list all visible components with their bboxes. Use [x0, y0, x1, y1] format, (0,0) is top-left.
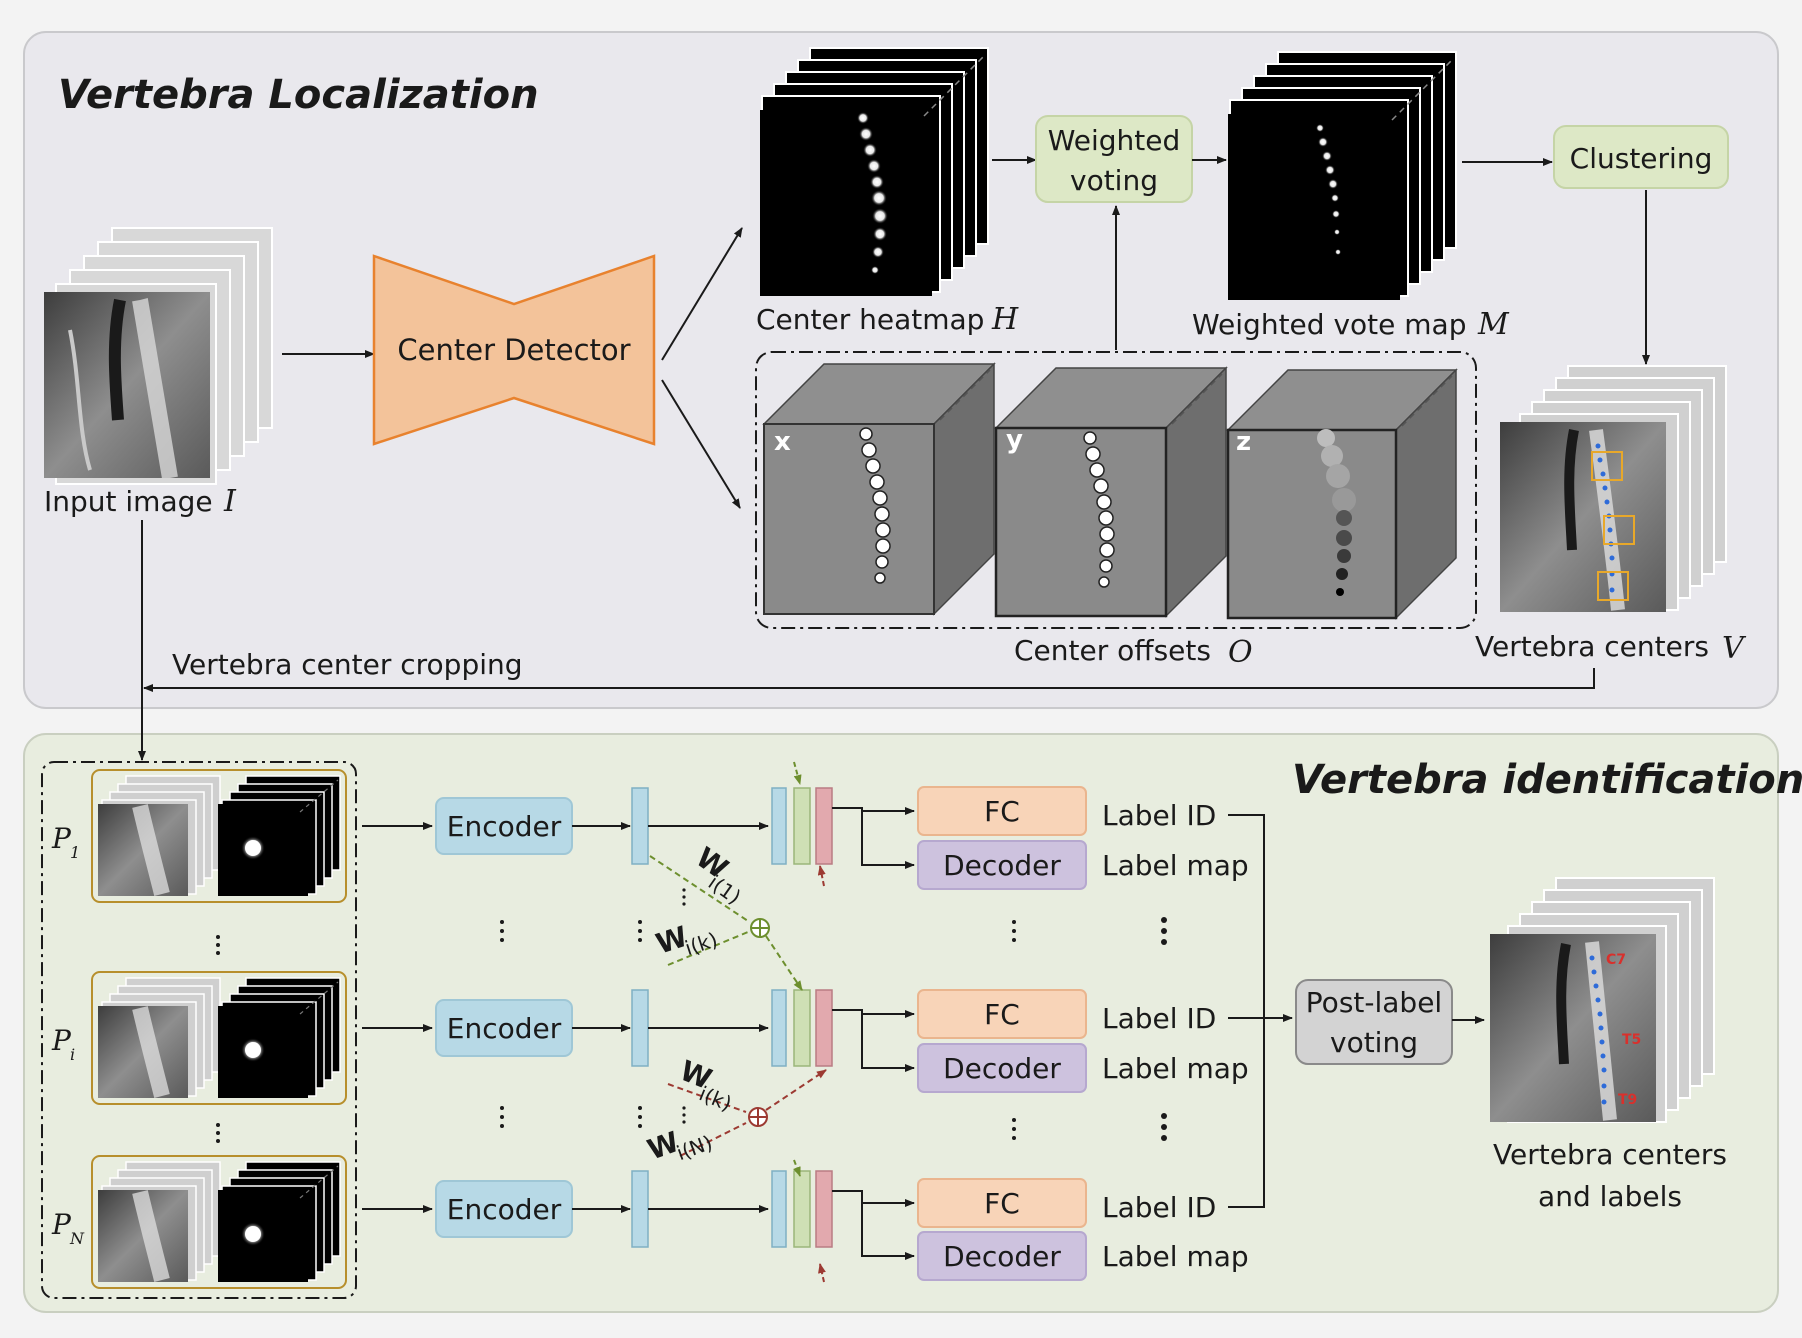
identification-row: Encoder FC Decoder Label ID Label map — [362, 989, 1249, 1093]
heatmap-symbol: H — [991, 302, 1019, 337]
patch-mask-stack — [218, 775, 341, 896]
encoder-label: Encoder — [447, 1012, 562, 1045]
offsets-symbol: O — [1228, 635, 1253, 670]
input-image-stack — [44, 227, 273, 485]
feature-bar — [631, 787, 649, 865]
post-label-voting-box — [1295, 979, 1453, 1065]
label-map: Label map — [1102, 1052, 1249, 1085]
offset-cube-x: x — [762, 362, 996, 616]
patch-subscript: i — [70, 1045, 75, 1064]
center-detector-label: Center Detector — [397, 333, 630, 367]
identification-panel — [23, 733, 1779, 1313]
encoder-label: Encoder — [447, 1193, 562, 1226]
label-id: Label ID — [1102, 799, 1216, 832]
label-id: Label ID — [1102, 1002, 1216, 1035]
decoder-box — [917, 1231, 1087, 1281]
fc-label: FC — [984, 1187, 1020, 1220]
row-ellipsis — [500, 888, 1167, 1141]
offset-axis-x: x — [774, 427, 791, 457]
offset-cube-z: z — [1226, 368, 1458, 620]
tag-t9: T9 — [1618, 1092, 1637, 1108]
patch-ct-stack — [98, 977, 221, 1098]
patch-symbol: P — [51, 1024, 72, 1057]
label-map: Label map — [1102, 849, 1249, 882]
offset-axis-y: y — [1006, 425, 1023, 455]
decoder-label: Decoder — [943, 1240, 1061, 1273]
label-id: Label ID — [1102, 1191, 1216, 1224]
fc-box — [917, 989, 1087, 1039]
identification-title: Vertebra identification — [1292, 757, 1802, 803]
post-label-line2: voting — [1330, 1026, 1418, 1059]
identification-row: Encoder FC Decoder Label ID Label map — [362, 786, 1249, 890]
fc-box — [917, 1178, 1087, 1228]
patch-ct-stack — [98, 1161, 221, 1282]
fc-label: FC — [984, 795, 1020, 828]
decoder-box — [917, 1043, 1087, 1093]
red-weight-aggregation — [667, 1069, 827, 1157]
feature-bar — [771, 989, 787, 1067]
clustering-label: Clustering — [1570, 142, 1713, 175]
patch-mask-stack — [218, 1161, 341, 1282]
tag-t5: T5 — [1622, 1032, 1641, 1048]
feature-bar — [771, 1170, 787, 1248]
feature-bar — [771, 787, 787, 865]
offsets-label: Center offsets — [1014, 634, 1211, 667]
fc-label: FC — [984, 998, 1020, 1031]
tag-c7: C7 — [1606, 952, 1626, 968]
decoder-label: Decoder — [943, 849, 1061, 882]
feature-bar — [631, 989, 649, 1067]
feature-bar — [815, 989, 833, 1067]
decoder-box — [917, 840, 1087, 890]
offset-cube-y: y — [994, 366, 1228, 618]
output-label-line2: and labels — [1538, 1180, 1682, 1213]
vertebra-centers-symbol: V — [1722, 631, 1747, 666]
feature-bar — [793, 1170, 811, 1248]
weighted-voting-line1: Weighted — [1048, 124, 1181, 157]
green-weight-aggregation — [649, 855, 803, 991]
feature-bar — [793, 787, 811, 865]
feature-bar — [631, 1170, 649, 1248]
vote-map-stack — [1228, 51, 1457, 300]
center-heatmap-stack — [760, 47, 989, 296]
vertebra-centers-label: Vertebra centers — [1475, 630, 1709, 663]
encoder-label: Encoder — [447, 810, 562, 843]
vertebra-centers-stack — [1500, 365, 1727, 612]
feature-bar — [815, 787, 833, 865]
patch-ct-stack — [98, 775, 221, 896]
patch-symbol: P — [51, 822, 72, 855]
cropping-label: Vertebra center cropping — [172, 648, 523, 681]
offsets-group-frame — [755, 351, 1477, 629]
heatmap-label: Center heatmap — [756, 303, 984, 336]
clustering-box — [1553, 125, 1729, 189]
feature-bar — [815, 1170, 833, 1248]
weighted-voting-line2: voting — [1070, 164, 1158, 197]
input-image-label: Input image — [44, 485, 213, 518]
patch-symbol: P — [51, 1208, 72, 1241]
vote-map-label: Weighted vote map — [1192, 308, 1466, 341]
post-label-line1: Post-label — [1306, 986, 1442, 1019]
identification-row: Encoder FC Decoder Label ID Label map — [362, 1170, 1249, 1281]
patch-mask-stack — [218, 977, 341, 1098]
output-image-stack: C7 T5 T9 — [1490, 877, 1715, 1123]
vote-map-symbol: M — [1477, 307, 1510, 342]
patch-subscript: N — [69, 1229, 85, 1248]
patch-subscript: 1 — [70, 843, 80, 862]
localization-title: Vertebra Localization — [58, 72, 539, 118]
output-label-line1: Vertebra centers — [1493, 1138, 1727, 1171]
decoder-label: Decoder — [943, 1052, 1061, 1085]
offset-axis-z: z — [1236, 427, 1251, 457]
fc-box — [917, 786, 1087, 836]
input-image-symbol: I — [223, 484, 237, 519]
center-detector-block — [372, 254, 656, 446]
label-map: Label map — [1102, 1240, 1249, 1273]
patch-group-frame — [41, 761, 357, 1299]
patch-ellipsis — [216, 935, 220, 1143]
feature-bar — [793, 989, 811, 1067]
